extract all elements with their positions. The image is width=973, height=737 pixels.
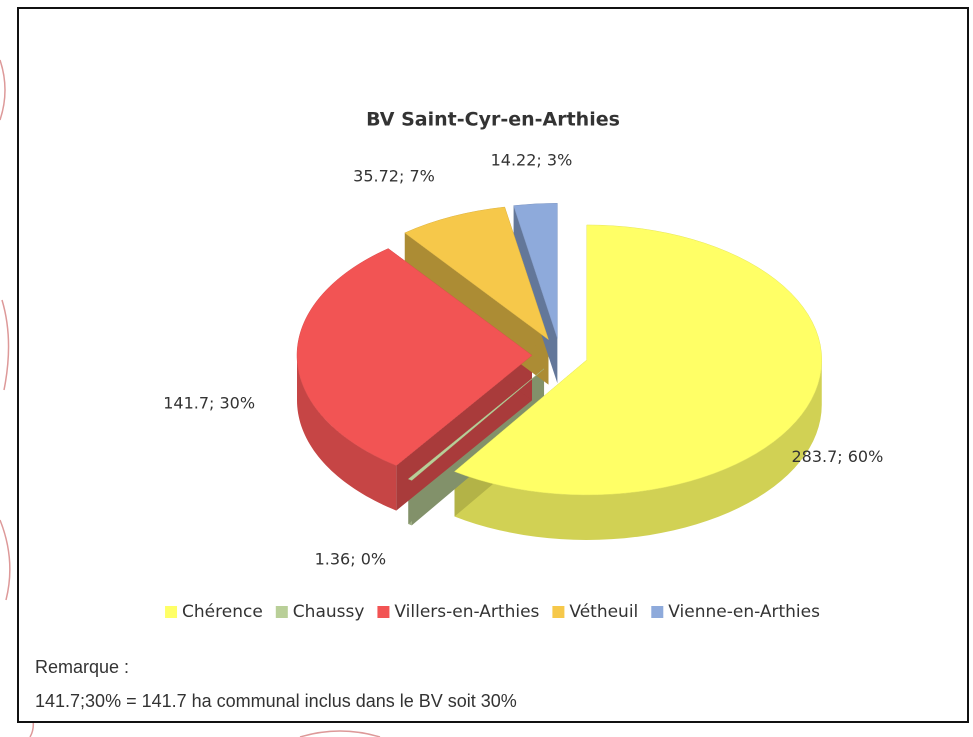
- legend-swatch: [651, 606, 664, 618]
- slice-wall: [396, 355, 533, 511]
- legend-label: Chaussy: [293, 602, 365, 622]
- legend-swatch: [165, 606, 178, 618]
- data-label: 1.36; 0%: [315, 550, 386, 569]
- slice: [407, 368, 545, 481]
- data-label: 141.7; 30%: [163, 394, 255, 413]
- legend: Chérence Chaussy Villers-en-Arthies Vétheui…: [165, 602, 820, 622]
- slice: [404, 206, 549, 341]
- pie-tops: [296, 203, 823, 496]
- data-label: 35.72; 7%: [353, 167, 435, 186]
- legend-label: Villers-en-Arthies: [394, 602, 539, 622]
- slice-side: [297, 355, 397, 511]
- data-labels: 283.7; 60% 1.36; 0% 141.7; 30% 35.72; 7% 14.…: [163, 150, 883, 568]
- slice: [513, 203, 558, 339]
- data-label: 283.7; 60%: [791, 447, 883, 466]
- chart-title: BV Saint-Cyr-en-Arthies: [366, 109, 620, 131]
- legend-swatch: [377, 606, 390, 618]
- note: Remarque :: [35, 657, 129, 677]
- legend-swatch: [275, 606, 288, 618]
- data-label: 14.22; 3%: [491, 150, 573, 169]
- slice: [454, 224, 823, 496]
- background-sketch: [0, 59, 381, 737]
- slice-side: [454, 359, 822, 540]
- legend-label: Vienne-en-Arthies: [668, 602, 820, 622]
- legend-label: Chérence: [182, 602, 263, 622]
- legend-label: Vétheuil: [569, 602, 638, 622]
- slice-wall: [513, 205, 558, 384]
- slice: [296, 248, 533, 466]
- legend-swatch: [552, 606, 565, 618]
- note: 141.7;30% = 141.7 ha communal inclus dan…: [35, 691, 517, 711]
